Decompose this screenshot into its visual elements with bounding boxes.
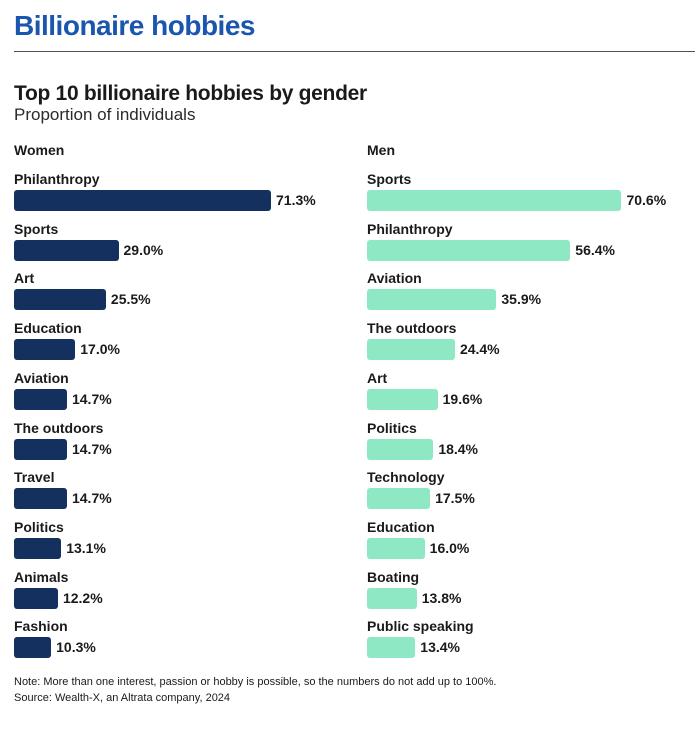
women-value-label: 71.3% (276, 192, 316, 208)
men-category-label: Public speaking (367, 618, 474, 635)
women-category-label: Fashion (14, 618, 68, 635)
women-panel-heading: Women (14, 142, 65, 158)
women-category-label: Aviation (14, 369, 69, 386)
women-bar-row: Politics 13.1% (14, 519, 344, 563)
men-bar-row: Technology 17.5% (367, 469, 695, 513)
men-bar (367, 488, 431, 510)
men-category-label: Art (367, 369, 388, 386)
men-value-label: 24.4% (459, 341, 500, 358)
men-category-label: Philanthropy (367, 220, 453, 237)
chart-source: Source: Wealth-X, an Altrata company, 20… (14, 692, 231, 704)
women-bar-row: Aviation 14.7% (14, 370, 344, 414)
men-value-label: 17.5% (435, 490, 475, 507)
men-value-label: 70.6% (626, 192, 667, 208)
women-bar (14, 587, 58, 609)
men-category-label: Boating (367, 568, 420, 585)
women-category-label: Politics (14, 518, 64, 535)
men-category-label: Aviation (367, 270, 422, 287)
chart-title: Top 10 billionaire hobbies by gender (14, 82, 367, 105)
women-bar (14, 388, 67, 410)
men-bar-row: Politics 18.4% (367, 420, 695, 464)
women-category-label: Sports (14, 220, 59, 237)
women-value-label: 14.7% (71, 490, 112, 507)
men-category-label: Politics (367, 419, 417, 436)
women-category-label: Philanthropy (14, 171, 100, 187)
men-value-label: 16.0% (429, 539, 470, 556)
women-bar (14, 488, 67, 510)
women-bar-row: The outdoors 14.7% (14, 420, 344, 464)
women-category-label: Animals (14, 568, 69, 585)
men-value-label: 13.4% (420, 639, 460, 656)
women-value-label: 29.0% (123, 241, 164, 258)
women-bar (14, 239, 119, 261)
men-bar (367, 239, 571, 261)
men-category-label: Sports (367, 171, 412, 187)
women-category-label: Art (14, 270, 35, 287)
men-panel: Men Sports 70.6% Philanthropy 56.4% Aviation… (367, 142, 695, 662)
women-category-label: Education (14, 320, 82, 337)
men-bar (367, 190, 622, 211)
men-bar (367, 537, 425, 559)
men-value-label: 18.4% (438, 440, 479, 457)
women-bar-row: Education 17.0% (14, 320, 344, 364)
men-value-label: 35.9% (501, 291, 542, 308)
women-bar-row: Philanthropy 71.3% (14, 171, 344, 215)
women-value-label: 12.2% (62, 589, 103, 606)
men-bar-row: Sports 70.6% (367, 171, 695, 215)
women-bar (14, 289, 106, 311)
women-bar (14, 190, 271, 211)
women-bar (14, 339, 76, 361)
men-category-label: Technology (367, 469, 445, 486)
women-value-label: 14.7% (71, 390, 112, 407)
women-bar (14, 537, 62, 559)
men-bar (367, 438, 434, 460)
women-value-label: 17.0% (80, 341, 120, 358)
women-value-label: 25.5% (110, 291, 151, 308)
men-bar (367, 637, 416, 659)
women-panel: Women Philanthropy 71.3% Sports 29.0% Art 25.… (14, 142, 344, 662)
men-bar (367, 289, 497, 311)
women-value-label: 10.3% (56, 639, 96, 656)
men-value-label: 56.4% (575, 241, 615, 258)
women-bar-row: Fashion 10.3% (14, 618, 344, 662)
women-bar-row: Sports 29.0% (14, 221, 344, 265)
chart-note: Note: More than one interest, passion or… (14, 676, 497, 688)
men-bar-row: Public speaking 13.4% (367, 618, 695, 662)
men-bar-row: Philanthropy 56.4% (367, 221, 695, 265)
page-title: Billionaire hobbies (14, 10, 255, 41)
men-bar (367, 339, 455, 361)
women-category-label: Travel (14, 469, 55, 486)
men-category-label: Education (367, 518, 435, 535)
men-bar-row: Boating 13.8% (367, 569, 695, 613)
men-bar-row: The outdoors 24.4% (367, 320, 695, 364)
men-bar-row: Aviation 35.9% (367, 270, 695, 314)
men-value-label: 13.8% (421, 589, 462, 606)
women-bar-row: Animals 12.2% (14, 569, 344, 613)
women-bar (14, 637, 52, 659)
men-category-label: The outdoors (367, 320, 457, 337)
women-value-label: 13.1% (66, 539, 106, 556)
men-bar (367, 388, 438, 410)
chart-subtitle: Proportion of individuals (14, 105, 196, 124)
women-category-label: The outdoors (14, 419, 104, 436)
women-bar (14, 438, 67, 460)
women-bar-row: Travel 14.7% (14, 469, 344, 513)
men-bar (367, 587, 417, 609)
men-value-label: 19.6% (442, 390, 483, 407)
men-bar-row: Education 16.0% (367, 519, 695, 563)
women-bar-row: Art 25.5% (14, 270, 344, 314)
women-value-label: 14.7% (71, 440, 112, 457)
title-divider (14, 51, 695, 52)
men-bar-row: Art 19.6% (367, 370, 695, 414)
men-panel-heading: Men (367, 142, 395, 158)
